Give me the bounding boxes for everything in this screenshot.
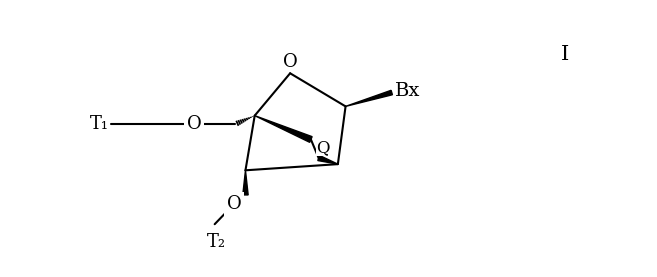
Text: I: I (561, 45, 569, 64)
Text: T₂: T₂ (207, 234, 226, 252)
Text: Bx: Bx (395, 82, 420, 100)
Text: T₁: T₁ (89, 115, 108, 133)
Text: O: O (187, 115, 201, 133)
Text: Q: Q (316, 139, 330, 156)
Polygon shape (346, 90, 392, 106)
Polygon shape (318, 155, 338, 164)
Text: O: O (283, 53, 298, 71)
Polygon shape (243, 170, 248, 195)
Text: O: O (227, 195, 241, 213)
Polygon shape (255, 116, 312, 142)
